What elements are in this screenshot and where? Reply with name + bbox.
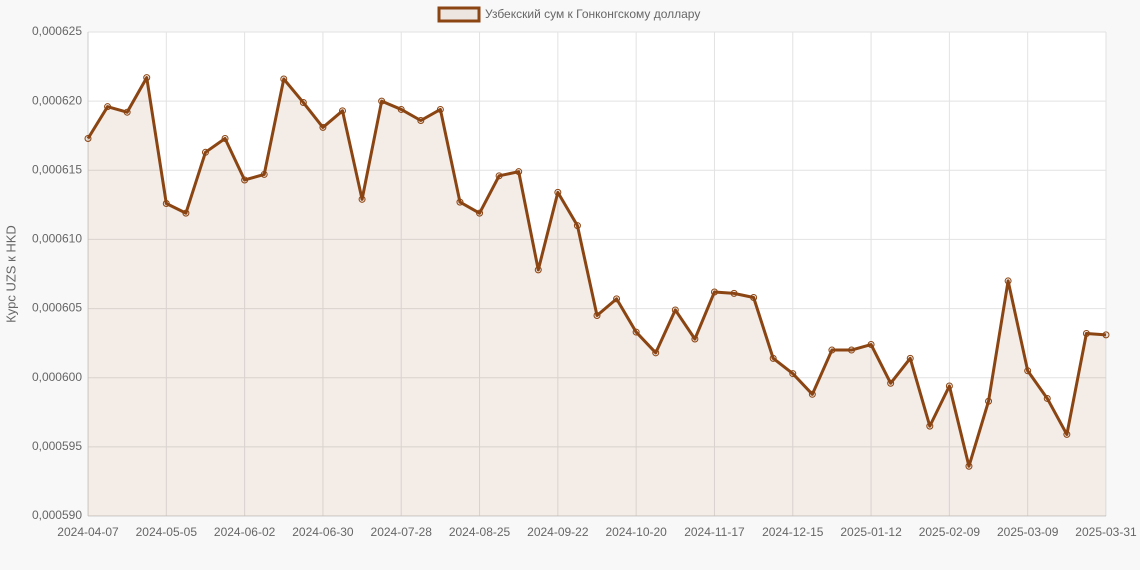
x-tick-label: 2024-06-02: [214, 525, 276, 539]
point: [201, 148, 209, 156]
point: [182, 209, 190, 217]
point: [750, 294, 758, 302]
plot-area: [88, 32, 1106, 516]
point: [104, 103, 112, 111]
point: [417, 117, 425, 125]
point: [945, 382, 953, 390]
point: [1024, 367, 1032, 375]
point: [887, 379, 895, 387]
point: [632, 328, 640, 336]
point: [260, 170, 268, 178]
x-tick-label: 2024-12-15: [762, 525, 824, 539]
y-tick-label: 0,000625: [32, 24, 82, 38]
point: [652, 349, 660, 357]
point: [358, 195, 366, 203]
point: [867, 341, 875, 349]
point: [339, 107, 346, 115]
y-tick-label: 0,000610: [32, 232, 82, 246]
point: [808, 390, 816, 398]
area: [88, 77, 1106, 517]
point: [515, 168, 523, 176]
point: [1082, 329, 1090, 337]
x-tick-label: 2025-03-31: [1075, 525, 1137, 539]
point: [397, 105, 405, 113]
point: [593, 311, 601, 319]
point: [495, 172, 503, 180]
x-tick-label: 2024-09-22: [527, 525, 589, 539]
y-tick-label: 0,000620: [32, 93, 82, 107]
point: [573, 222, 581, 230]
point: [241, 176, 249, 184]
point: [476, 209, 484, 217]
point: [926, 422, 934, 430]
x-tick-label: 2025-03-09: [997, 525, 1059, 539]
point: [84, 134, 92, 142]
point: [985, 397, 993, 405]
legend-swatch: [437, 6, 481, 23]
point: [613, 295, 621, 303]
point: [456, 198, 464, 206]
point: [123, 108, 131, 116]
x-tick-label: 2024-04-07: [57, 525, 119, 539]
point: [691, 335, 699, 343]
line: [86, 76, 1107, 468]
point: [848, 346, 855, 354]
x-tick-label: 2025-01-12: [840, 525, 902, 539]
point: [906, 354, 914, 362]
y-tick-label: 0,000615: [32, 162, 82, 176]
point: [1102, 331, 1110, 339]
x-tick-label: 2025-02-09: [919, 525, 981, 539]
point: [378, 97, 386, 105]
x-tick-label: 2024-08-25: [449, 525, 511, 539]
point: [554, 188, 562, 196]
point: [1043, 394, 1051, 402]
point: [769, 354, 777, 362]
x-tick-label: 2024-10-20: [605, 525, 667, 539]
point: [671, 306, 679, 314]
y-tick-label: 0,000595: [32, 439, 82, 453]
point: [965, 462, 973, 470]
x-tick-label: 2024-06-30: [292, 525, 354, 539]
y-tick-label: 0,000590: [32, 508, 82, 522]
point: [162, 199, 170, 207]
point: [436, 105, 444, 113]
y-tick-label: 0,000605: [32, 301, 82, 315]
point: [789, 370, 797, 378]
x-tick-label: 2024-07-28: [371, 525, 433, 539]
point: [1004, 277, 1012, 285]
y-axis-title: Курс UZS к HKD: [3, 225, 18, 323]
point: [710, 288, 718, 296]
legend-label: Узбекский сум к Гонконгскому доллару: [485, 7, 700, 21]
point: [828, 346, 836, 354]
point: [319, 123, 327, 131]
point: [221, 134, 229, 142]
point: [280, 75, 288, 83]
y-tick-label: 0,000600: [32, 370, 82, 384]
x-tick-label: 2024-05-05: [136, 525, 198, 539]
point: [143, 74, 151, 82]
point: [299, 99, 307, 107]
x-tick-label: 2024-11-17: [684, 525, 745, 539]
point: [534, 266, 542, 274]
point: [1063, 430, 1071, 438]
point: [730, 289, 738, 297]
